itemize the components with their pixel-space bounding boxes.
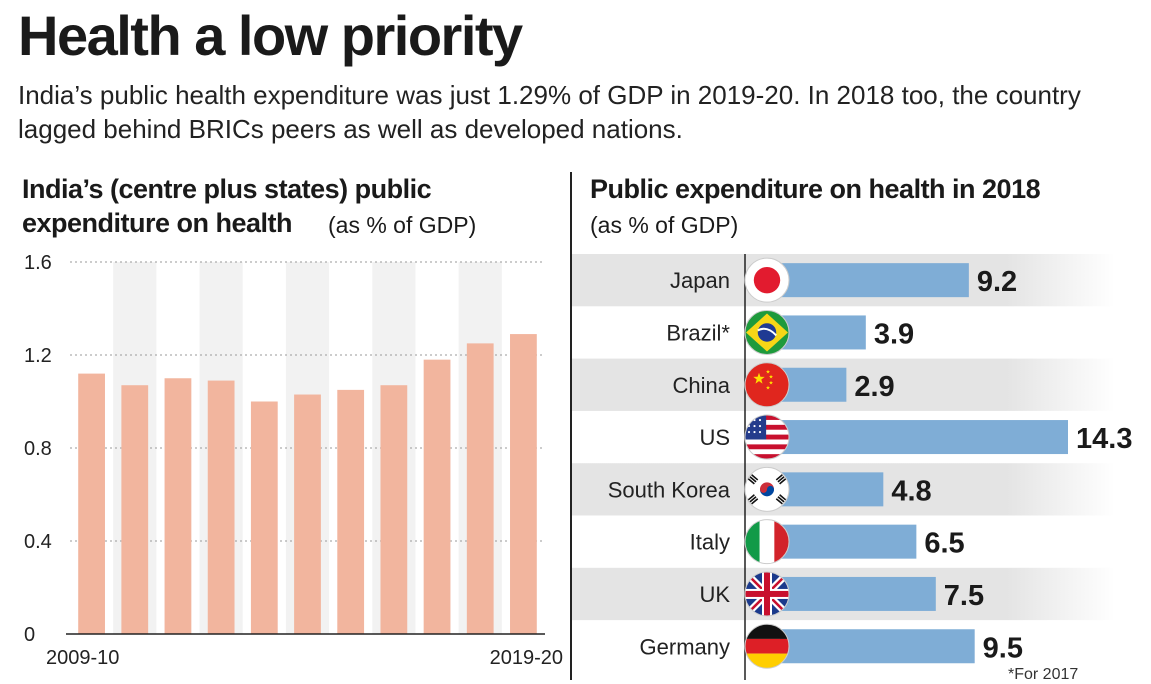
country-label: UK xyxy=(699,582,730,607)
y-tick-label: 1.6 xyxy=(24,252,52,274)
panel-divider xyxy=(570,172,572,680)
india-bar xyxy=(510,334,537,634)
right-chart-title: Public expenditure on health in 2018 xyxy=(590,174,1041,204)
country-bar xyxy=(780,472,884,507)
india-bar xyxy=(337,389,365,634)
right-chart-unit: (as % of GDP) xyxy=(590,212,739,238)
uk-flag-icon xyxy=(745,571,789,616)
footnote: *For 2017 xyxy=(1008,666,1079,683)
country-bar xyxy=(780,367,847,402)
value-label: 9.2 xyxy=(977,266,1017,298)
x-tick-label-last: 2019-20 xyxy=(490,647,563,669)
y-tick-label: 1.2 xyxy=(24,345,52,367)
value-label: 2.9 xyxy=(854,371,894,403)
italy-flag-icon xyxy=(745,519,789,564)
us-flag-icon xyxy=(745,415,789,460)
y-tick-label: 0.8 xyxy=(24,438,52,460)
value-label: 9.5 xyxy=(983,632,1023,664)
value-label: 3.9 xyxy=(874,318,914,350)
india-bar xyxy=(423,359,451,634)
country-bar xyxy=(780,263,969,298)
brazil-flag-icon xyxy=(745,310,789,355)
country-bar xyxy=(780,629,975,664)
left-chart-title-text: India’s (centre plus states) public expe… xyxy=(22,174,432,238)
left-chart-title: India’s (centre plus states) public expe… xyxy=(22,172,502,240)
value-label: 7.5 xyxy=(944,580,984,612)
india-bar xyxy=(78,373,105,634)
value-label: 6.5 xyxy=(924,528,964,560)
india-bar xyxy=(250,401,278,634)
india-bar xyxy=(380,385,408,634)
y-tick-label: 0.4 xyxy=(24,531,52,553)
country-label: Italy xyxy=(690,530,730,555)
india-bar xyxy=(164,378,192,634)
japan-flag-icon xyxy=(745,258,789,303)
left-chart-unit: (as % of GDP) xyxy=(328,212,477,238)
country-bar xyxy=(780,315,866,350)
page-title: Health a low priority xyxy=(18,4,523,67)
x-tick-label-first: 2009-10 xyxy=(46,647,119,669)
country-bar xyxy=(780,420,1068,455)
country-label: Germany xyxy=(640,634,730,659)
page-subtitle: India’s public health expenditure was ju… xyxy=(18,80,1081,144)
india-bar xyxy=(121,385,149,634)
india-bar xyxy=(207,380,235,634)
india-bar xyxy=(466,343,494,634)
country-bar xyxy=(780,576,936,611)
value-label: 4.8 xyxy=(891,475,931,507)
country-bar xyxy=(780,524,917,559)
value-label: 14.3 xyxy=(1076,423,1132,455)
south-korea-flag-icon xyxy=(745,467,789,512)
country-label: China xyxy=(673,373,731,398)
country-label: South Korea xyxy=(608,477,731,502)
country-label: Japan xyxy=(670,268,730,293)
india-expenditure-chart: 0 0.4 0.8 1.2 1.6 2009-10 2019-20 xyxy=(24,252,563,669)
country-label: US xyxy=(699,425,730,450)
y-tick-label: 0 xyxy=(24,624,35,646)
country-expenditure-chart: Japan 9.2 Brazil* 3.9 China 2.9 US 14.3 South Ko… xyxy=(572,254,1132,680)
germany-flag-icon xyxy=(745,624,789,669)
country-label: Brazil* xyxy=(666,320,730,345)
china-flag-icon xyxy=(745,362,789,407)
india-bar xyxy=(294,394,321,634)
